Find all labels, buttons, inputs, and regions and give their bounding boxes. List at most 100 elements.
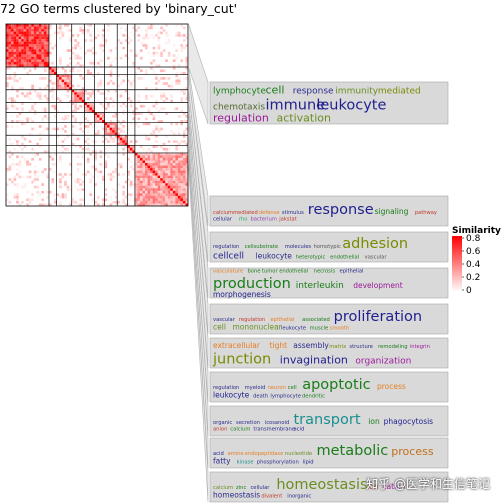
heatmap-cell bbox=[157, 185, 161, 189]
heatmap-cell bbox=[8, 24, 12, 27]
heatmap-cell bbox=[66, 77, 70, 80]
heatmap-cell bbox=[64, 183, 67, 186]
word-cloud-term: vascular bbox=[365, 254, 388, 260]
heatmap-cell bbox=[160, 94, 163, 98]
heatmap-cell bbox=[97, 84, 100, 88]
heatmap-cell bbox=[91, 109, 95, 113]
heatmap-cell bbox=[11, 84, 14, 88]
heatmap-cell bbox=[11, 97, 14, 100]
heatmap-cell bbox=[109, 175, 113, 179]
heatmap-cell bbox=[170, 195, 173, 199]
heatmap-cell bbox=[175, 31, 178, 35]
heatmap-cell bbox=[94, 155, 98, 159]
heatmap-cell bbox=[167, 157, 171, 161]
heatmap-cell bbox=[71, 102, 75, 105]
heatmap-cell bbox=[165, 77, 168, 80]
heatmap-cell bbox=[36, 41, 39, 45]
heatmap-cell bbox=[26, 41, 29, 45]
heatmap-cell bbox=[33, 59, 37, 63]
heatmap-cell bbox=[38, 39, 42, 42]
heatmap-cell bbox=[175, 180, 178, 184]
heatmap-cell bbox=[89, 49, 93, 52]
heatmap-cell bbox=[56, 84, 60, 88]
heatmap-cell bbox=[160, 157, 163, 161]
heatmap-cell bbox=[162, 155, 166, 159]
heatmap-cell bbox=[139, 155, 143, 159]
heatmap-cell bbox=[51, 89, 55, 93]
heatmap-cell bbox=[31, 26, 34, 30]
heatmap-cell bbox=[102, 115, 105, 118]
heatmap-cell bbox=[182, 77, 186, 80]
heatmap-cell bbox=[124, 145, 128, 148]
heatmap-cell bbox=[182, 185, 186, 189]
heatmap-cell bbox=[134, 168, 138, 171]
heatmap-cell bbox=[31, 46, 34, 50]
heatmap-cell bbox=[66, 74, 70, 78]
heatmap-cell bbox=[119, 142, 123, 146]
heatmap-cell bbox=[157, 109, 161, 113]
heatmap-cell bbox=[69, 74, 72, 78]
heatmap-cell bbox=[122, 152, 125, 156]
heatmap-cell bbox=[84, 104, 87, 108]
heatmap-cell bbox=[102, 198, 105, 202]
heatmap-cell bbox=[28, 44, 32, 47]
heatmap-cell bbox=[69, 82, 72, 85]
heatmap-cell bbox=[180, 59, 184, 63]
heatmap-cell bbox=[13, 137, 17, 141]
heatmap-cell bbox=[23, 24, 27, 27]
heatmap-cell bbox=[185, 66, 189, 70]
heatmap-cell bbox=[157, 180, 161, 184]
heatmap-cell bbox=[74, 92, 77, 95]
heatmap-cell bbox=[66, 84, 70, 88]
heatmap-cell bbox=[157, 54, 161, 57]
heatmap-cell bbox=[155, 99, 158, 103]
heatmap-cell bbox=[150, 180, 153, 184]
heatmap-cell bbox=[23, 61, 27, 65]
heatmap-cell bbox=[33, 175, 37, 179]
heatmap-cell bbox=[160, 163, 163, 166]
heatmap-cell bbox=[142, 200, 146, 204]
heatmap-cell bbox=[152, 130, 156, 133]
heatmap-cell bbox=[8, 26, 12, 30]
heatmap-cell bbox=[81, 188, 85, 191]
heatmap-cell bbox=[109, 79, 113, 83]
heatmap-cell bbox=[99, 117, 103, 121]
heatmap-cell bbox=[147, 180, 151, 184]
heatmap-cell bbox=[16, 66, 19, 70]
heatmap-cell bbox=[142, 155, 146, 159]
heatmap-cell bbox=[46, 31, 50, 35]
heatmap-cell bbox=[172, 175, 176, 179]
heatmap-cell bbox=[21, 56, 24, 60]
word-cloud-panel bbox=[209, 231, 449, 263]
heatmap-cell bbox=[74, 54, 77, 57]
heatmap-cell bbox=[71, 92, 75, 95]
heatmap-cell bbox=[97, 72, 100, 75]
heatmap-cell bbox=[21, 200, 24, 204]
word-cloud-term: process bbox=[391, 445, 434, 458]
heatmap-cell bbox=[28, 29, 32, 32]
word-cloud-term: metabolic bbox=[317, 443, 389, 459]
heatmap-cell bbox=[185, 59, 189, 63]
heatmap-cell bbox=[13, 104, 17, 108]
heatmap-cell bbox=[155, 173, 158, 176]
heatmap-cell bbox=[185, 200, 189, 204]
heatmap-cell bbox=[180, 173, 184, 176]
heatmap-cell bbox=[107, 104, 110, 108]
heatmap-cell bbox=[36, 61, 39, 65]
heatmap-cell bbox=[43, 34, 47, 37]
heatmap-cell bbox=[79, 46, 82, 50]
heatmap-cell bbox=[139, 49, 143, 52]
heatmap-cell bbox=[81, 87, 85, 90]
heatmap-cell bbox=[41, 203, 45, 207]
heatmap-cell bbox=[124, 203, 128, 207]
word-cloud-term: chemotaxis bbox=[213, 102, 265, 112]
heatmap-cell bbox=[64, 82, 67, 85]
heatmap-cell bbox=[160, 152, 163, 156]
heatmap-cell bbox=[41, 31, 45, 35]
heatmap-cell bbox=[13, 183, 17, 186]
heatmap-cell bbox=[89, 190, 93, 194]
heatmap-cell bbox=[33, 165, 37, 169]
word-cloud-term: lymphocyte bbox=[213, 87, 266, 97]
heatmap-cell bbox=[167, 185, 171, 189]
heatmap-cell bbox=[150, 163, 153, 166]
